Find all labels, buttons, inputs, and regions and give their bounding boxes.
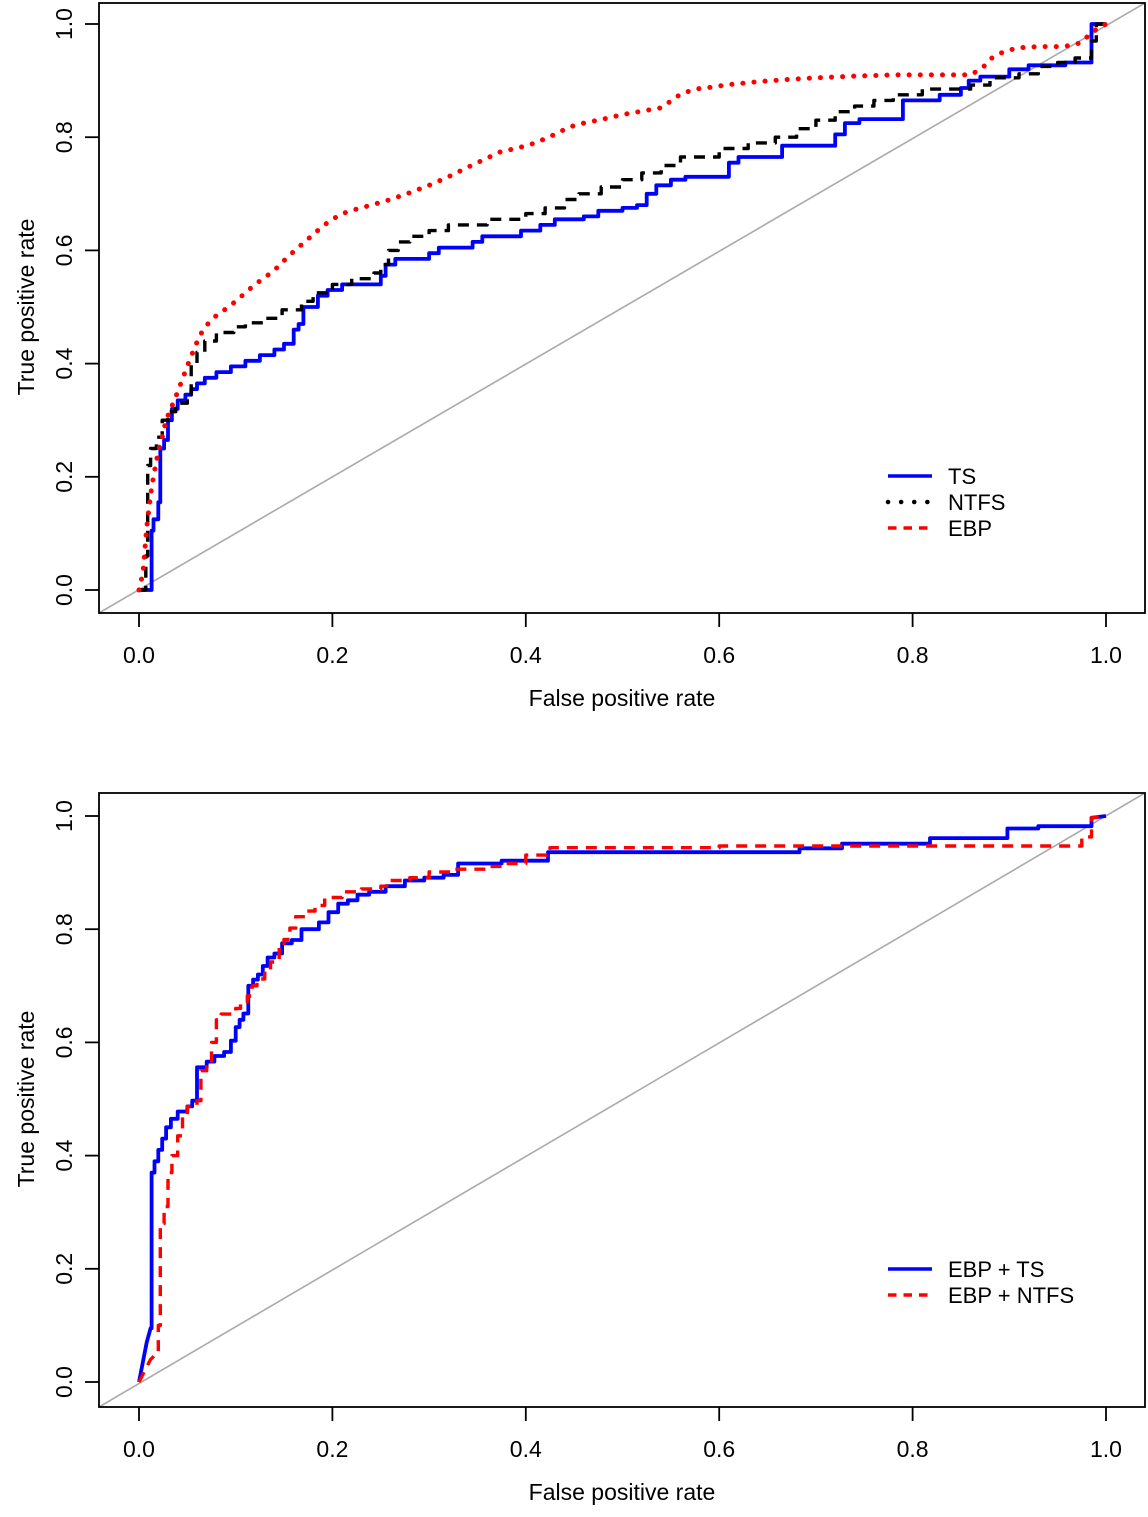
roc-curve-ebp-ts <box>137 814 1107 1383</box>
y-tick-label: 0.0 <box>51 1366 77 1398</box>
x-tick-label: 0.2 <box>316 1436 348 1462</box>
y-tick-label: 0.6 <box>51 1026 77 1058</box>
x-tick-label: 0.6 <box>703 642 735 668</box>
x-tick-label: 0.2 <box>316 642 348 668</box>
x-tick-label: 0.8 <box>897 642 929 668</box>
x-tick-label: 0.0 <box>123 642 155 668</box>
x-tick-label: 1.0 <box>1090 1436 1122 1462</box>
legend-label: EBP + TS <box>948 1257 1044 1282</box>
x-tick-label: 0.6 <box>703 1436 735 1462</box>
legend-label: EBP + NTFS <box>948 1283 1074 1308</box>
y-axis-title: True positive rate <box>13 1011 39 1188</box>
plot-box <box>98 792 1146 1408</box>
y-tick-label: 0.2 <box>51 1253 77 1285</box>
y-tick-label: 1.0 <box>51 800 77 832</box>
y-tick-label: 1.0 <box>51 8 77 40</box>
x-axis-title: False positive rate <box>529 1479 716 1505</box>
legend-label: NTFS <box>948 490 1005 515</box>
x-axis: 0.0 0.2 0.4 0.6 0.8 1.0 False positive rate <box>123 613 1122 711</box>
x-tick-label: 0.8 <box>897 1436 929 1462</box>
plot-box <box>98 2 1146 614</box>
diagonal-reference-line <box>98 2 1146 614</box>
y-tick-label: 0.2 <box>51 461 77 493</box>
y-tick-label: 0.6 <box>51 234 77 266</box>
diagonal-reference-line <box>98 792 1146 1408</box>
y-tick-label: 0.8 <box>51 121 77 153</box>
legend-label: TS <box>948 464 976 489</box>
y-tick-label: 0.4 <box>51 347 77 379</box>
x-tick-label: 0.4 <box>510 642 542 668</box>
legend-label: EBP <box>948 516 992 541</box>
roc-curve-ebp-ntfs <box>137 814 1107 1383</box>
roc-curve-ebp <box>136 21 1109 593</box>
x-tick-label: 0.4 <box>510 1436 542 1462</box>
y-axis: 0.0 0.2 0.4 0.6 0.8 1.0 True positive rate <box>13 8 99 606</box>
y-axis-title: True positive rate <box>13 219 39 396</box>
y-axis: 0.0 0.2 0.4 0.6 0.8 1.0 True positive rate <box>13 800 99 1398</box>
y-tick-label: 0.4 <box>51 1139 77 1171</box>
y-tick-label: 0.0 <box>51 574 77 606</box>
x-axis-title: False positive rate <box>529 685 716 711</box>
x-tick-label: 0.0 <box>123 1436 155 1462</box>
x-tick-label: 1.0 <box>1090 642 1122 668</box>
roc-curve-ntfs <box>139 22 1106 592</box>
y-tick-label: 0.8 <box>51 913 77 945</box>
x-axis: 0.0 0.2 0.4 0.6 0.8 1.0 False positive rate <box>123 1407 1122 1505</box>
